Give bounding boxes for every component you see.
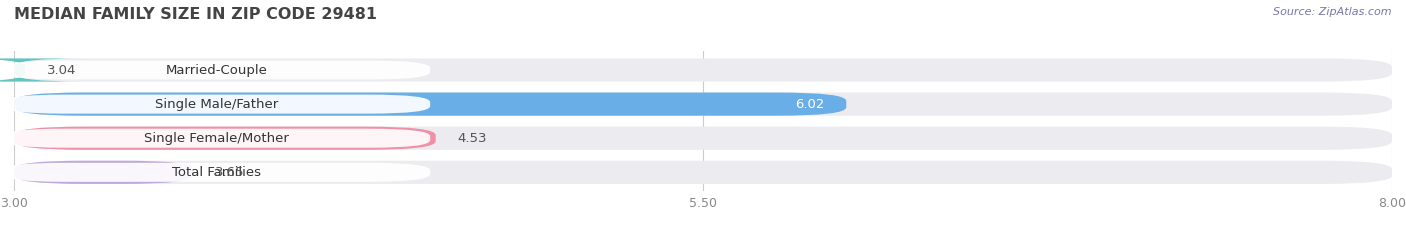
FancyBboxPatch shape bbox=[3, 129, 430, 148]
FancyBboxPatch shape bbox=[14, 93, 846, 116]
FancyBboxPatch shape bbox=[14, 127, 436, 150]
Text: 4.53: 4.53 bbox=[458, 132, 488, 145]
FancyBboxPatch shape bbox=[14, 127, 1392, 150]
Text: 3.65: 3.65 bbox=[215, 166, 245, 179]
FancyBboxPatch shape bbox=[14, 93, 1392, 116]
FancyBboxPatch shape bbox=[14, 161, 1392, 184]
Text: Source: ZipAtlas.com: Source: ZipAtlas.com bbox=[1274, 7, 1392, 17]
Text: Single Female/Mother: Single Female/Mother bbox=[145, 132, 290, 145]
Text: Married-Couple: Married-Couple bbox=[166, 64, 267, 76]
FancyBboxPatch shape bbox=[3, 163, 430, 182]
Text: Single Male/Father: Single Male/Father bbox=[155, 98, 278, 111]
Text: 3.04: 3.04 bbox=[48, 64, 76, 76]
FancyBboxPatch shape bbox=[14, 161, 193, 184]
Text: MEDIAN FAMILY SIZE IN ZIP CODE 29481: MEDIAN FAMILY SIZE IN ZIP CODE 29481 bbox=[14, 7, 377, 22]
FancyBboxPatch shape bbox=[0, 58, 83, 82]
Text: 6.02: 6.02 bbox=[794, 98, 824, 111]
Text: Total Families: Total Families bbox=[172, 166, 262, 179]
FancyBboxPatch shape bbox=[3, 95, 430, 114]
FancyBboxPatch shape bbox=[14, 58, 1392, 82]
FancyBboxPatch shape bbox=[3, 61, 430, 79]
